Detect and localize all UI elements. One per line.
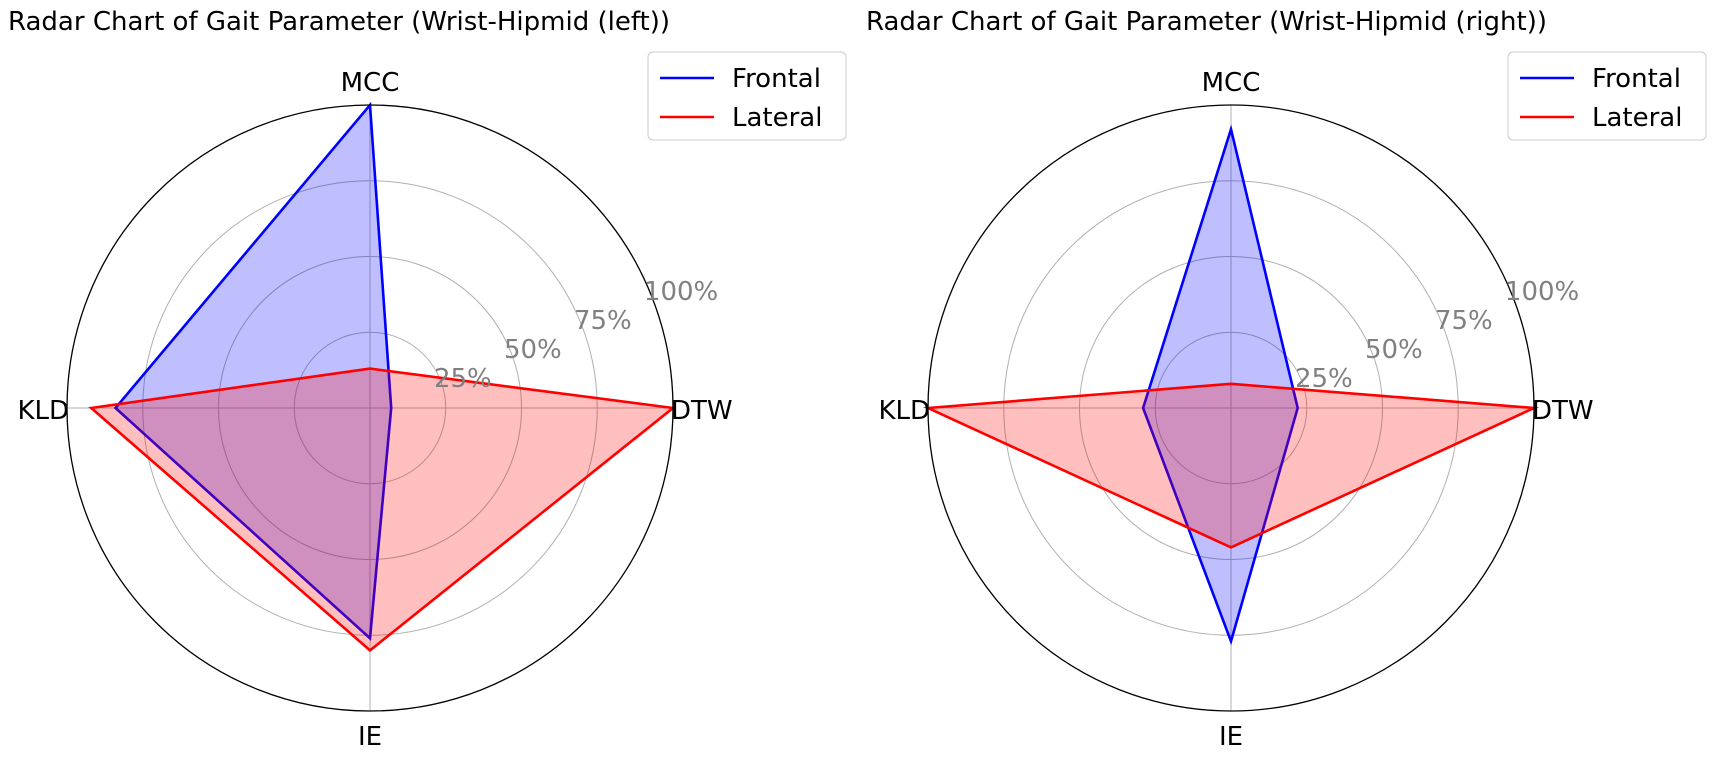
radial-tick-label: 50% xyxy=(504,335,562,365)
axis-label-mcc: MCC xyxy=(341,68,400,98)
axis-label-kld: KLD xyxy=(17,396,69,426)
radial-tick-label: 100% xyxy=(644,277,718,307)
legend-label-lateral: Lateral xyxy=(1592,103,1682,133)
legend-label-frontal: Frontal xyxy=(732,64,821,94)
radial-tick-label: 25% xyxy=(1295,364,1353,394)
series-line-lateral xyxy=(88,367,677,653)
axis-label-ie: IE xyxy=(358,722,382,752)
axis-label-dtw: DTW xyxy=(671,396,733,426)
legend: Frontal Lateral xyxy=(647,51,847,141)
series-line-frontal xyxy=(113,101,393,642)
legend: Frontal Lateral xyxy=(1507,51,1707,141)
series-fill-lateral xyxy=(928,383,1534,548)
chart-title: Radar Chart of Gait Parameter (Wrist-Hip… xyxy=(866,7,1547,37)
axis-label-dtw: DTW xyxy=(1532,396,1594,426)
radial-tick-label: 50% xyxy=(1365,335,1423,365)
radial-tick-label: 100% xyxy=(1505,277,1579,307)
outer-frame xyxy=(66,104,674,712)
radial-tick-label: 75% xyxy=(1435,306,1493,336)
outer-frame xyxy=(927,104,1535,712)
series-fill-lateral xyxy=(91,368,673,651)
legend-label-lateral: Lateral xyxy=(732,103,822,133)
legend-label-frontal: Frontal xyxy=(1592,64,1681,94)
series-fill-frontal xyxy=(115,105,392,639)
radar-chart-right: Radar Chart of Gait Parameter (Wrist-Hip… xyxy=(866,7,1707,752)
chart-title: Radar Chart of Gait Parameter (Wrist-Hip… xyxy=(8,7,670,37)
series-line-frontal xyxy=(1141,124,1300,646)
axis-label-ie: IE xyxy=(1219,722,1243,752)
axis-label-kld: KLD xyxy=(878,396,930,426)
radar-chart-left: Radar Chart of Gait Parameter (Wrist-Hip… xyxy=(8,7,847,752)
radial-tick-label: 25% xyxy=(434,364,492,394)
axis-label-mcc: MCC xyxy=(1202,68,1261,98)
radial-tick-label: 75% xyxy=(574,306,632,336)
